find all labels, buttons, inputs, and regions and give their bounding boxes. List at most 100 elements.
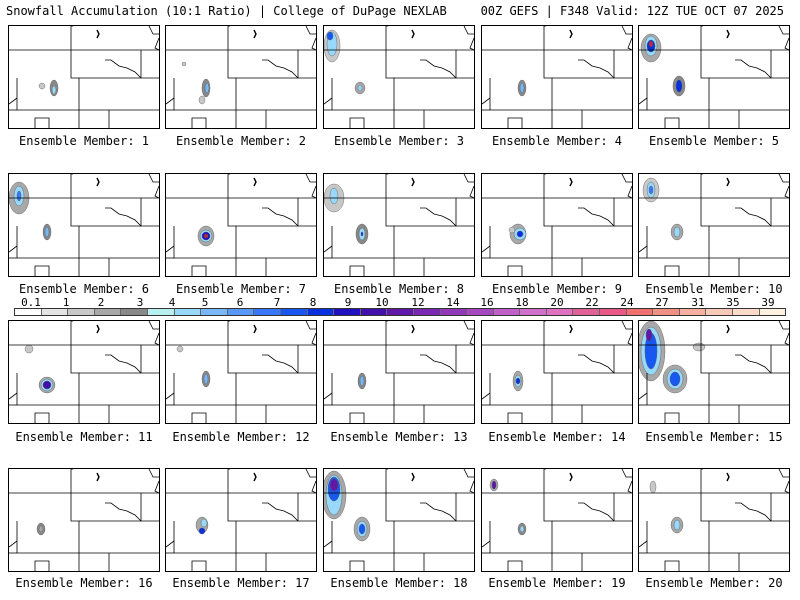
ensemble-map-panel (638, 468, 790, 572)
colorbar-tick-label: 9 (344, 296, 352, 309)
colorbar-swatch (94, 309, 122, 315)
colorbar-swatch (121, 309, 148, 315)
colorbar-swatch (15, 309, 42, 315)
colorbar-swatch (227, 309, 255, 315)
model-run-info: 00Z GEFS | F348 Valid: 12Z TUE OCT 07 20… (480, 4, 784, 18)
ensemble-member-label: Ensemble Member: 20 (645, 576, 783, 590)
ensemble-map-panel (323, 468, 475, 572)
snowfall-map (324, 469, 474, 571)
ensemble-member-label: Ensemble Member: 6 (18, 282, 150, 296)
ensemble-map-panel (323, 25, 475, 129)
ensemble-map-panel (8, 468, 160, 572)
colorbar-tick-label: 5 (201, 296, 209, 309)
colorbar-swatch (759, 309, 786, 315)
colorbar-swatch (68, 309, 95, 315)
ensemble-member-label: Ensemble Member: 4 (491, 134, 623, 148)
snowfall-map (166, 321, 316, 423)
ensemble-map-panel (8, 25, 160, 129)
colorbar-swatch (626, 309, 654, 315)
snowfall-map (482, 469, 632, 571)
ensemble-map-panel (8, 320, 160, 424)
colorbar-swatch (201, 309, 228, 315)
snowfall-map (482, 321, 632, 423)
ensemble-member-label: Ensemble Member: 16 (15, 576, 153, 590)
ensemble-member-label: Ensemble Member: 11 (15, 430, 153, 444)
ensemble-map-panel (165, 25, 317, 129)
colorbar-tick-label: 14 (446, 296, 460, 309)
ensemble-member-label: Ensemble Member: 19 (488, 576, 626, 590)
colorbar-swatch (653, 309, 680, 315)
snowfall-map (639, 174, 789, 276)
colorbar-tick-label: 39 (761, 296, 775, 309)
colorbar-tick-label: 24 (620, 296, 634, 309)
ensemble-map-panel (165, 320, 317, 424)
colorbar-swatch (254, 309, 281, 315)
colorbar-swatch (467, 309, 494, 315)
colorbar-tick-label: 27 (655, 296, 669, 309)
ensemble-map-panel (638, 25, 790, 129)
ensemble-map-panel (481, 25, 633, 129)
colorbar-swatch (679, 309, 707, 315)
ensemble-map-panel (8, 173, 160, 277)
ensemble-map-panel (481, 320, 633, 424)
snowfall-map (482, 174, 632, 276)
colorbar-swatch (546, 309, 574, 315)
ensemble-member-label: Ensemble Member: 1 (18, 134, 150, 148)
ensemble-map-panel (165, 468, 317, 572)
colorbar-tick-label: 7 (273, 296, 281, 309)
colorbar-tick-label: 3 (136, 296, 144, 309)
snowfall-map (324, 26, 474, 128)
ensemble-map-panel (481, 468, 633, 572)
ensemble-member-label: Ensemble Member: 9 (491, 282, 623, 296)
colorbar-swatch (573, 309, 601, 315)
ensemble-member-label: Ensemble Member: 13 (330, 430, 468, 444)
ensemble-member-label: Ensemble Member: 8 (333, 282, 465, 296)
snowfall-map (639, 469, 789, 571)
ensemble-map-panel (323, 173, 475, 277)
ensemble-member-label: Ensemble Member: 3 (333, 134, 465, 148)
ensemble-member-label: Ensemble Member: 18 (330, 576, 468, 590)
colorbar-swatch (520, 309, 547, 315)
ensemble-map-panel (481, 173, 633, 277)
snowfall-map (9, 469, 159, 571)
snowfall-map (9, 321, 159, 423)
snowfall-map (9, 26, 159, 128)
colorbar-tick-label: 1 (62, 296, 70, 309)
colorbar-swatch (600, 309, 627, 315)
snowfall-colorbar (14, 308, 786, 316)
colorbar-tick-label: 16 (480, 296, 494, 309)
colorbar-tick-label: 31 (691, 296, 705, 309)
colorbar-tick-label: 6 (236, 296, 244, 309)
colorbar-tick-label: 22 (585, 296, 599, 309)
colorbar-tick-label: 10 (375, 296, 389, 309)
colorbar-swatch (706, 309, 734, 315)
colorbar-swatch (493, 309, 521, 315)
snowfall-map (482, 26, 632, 128)
snowfall-map (166, 469, 316, 571)
colorbar-swatch (147, 309, 175, 315)
ensemble-map-panel (323, 320, 475, 424)
colorbar-swatch (41, 309, 69, 315)
snowfall-map (639, 26, 789, 128)
colorbar-swatch (733, 309, 760, 315)
ensemble-member-label: Ensemble Member: 12 (172, 430, 310, 444)
colorbar-swatch (413, 309, 441, 315)
ensemble-member-label: Ensemble Member: 5 (648, 134, 780, 148)
ensemble-member-label: Ensemble Member: 2 (175, 134, 307, 148)
ensemble-member-label: Ensemble Member: 17 (172, 576, 310, 590)
colorbar-tick-label: 4 (168, 296, 176, 309)
ensemble-map-panel (638, 320, 790, 424)
snowfall-map (166, 174, 316, 276)
snowfall-map (639, 321, 789, 423)
colorbar-swatch (280, 309, 308, 315)
colorbar-swatch (440, 309, 468, 315)
ensemble-map-panel (165, 173, 317, 277)
ensemble-member-label: Ensemble Member: 7 (175, 282, 307, 296)
colorbar-swatch (307, 309, 335, 315)
colorbar-tick-label: 0.1 (21, 296, 41, 309)
colorbar-swatch (334, 309, 361, 315)
snowfall-map (324, 321, 474, 423)
colorbar-tick-label: 35 (726, 296, 740, 309)
colorbar-swatch (174, 309, 202, 315)
ensemble-map-panel (638, 173, 790, 277)
